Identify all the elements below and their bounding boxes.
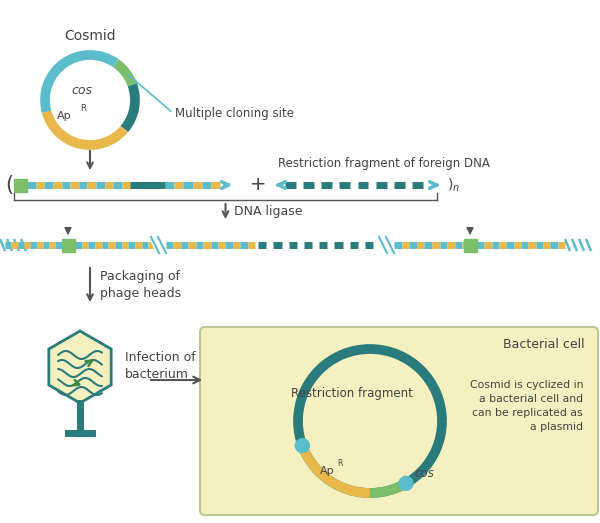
Text: Bacterial cell: Bacterial cell [503,338,585,351]
Bar [62,239,75,252]
Text: (: ( [5,175,13,195]
Bar [14,179,27,192]
Text: Restriction fragment: Restriction fragment [291,386,413,400]
Text: Multiple cloning site: Multiple cloning site [175,107,294,119]
Text: R: R [80,104,86,113]
Text: Cosmid is cyclized in
a bacterial cell and
can be replicated as
a plasmid: Cosmid is cyclized in a bacterial cell a… [470,380,583,432]
Text: Cosmid: Cosmid [64,29,116,43]
Text: Packaging of
phage heads: Packaging of phage heads [100,270,181,300]
Text: Ap: Ap [320,466,335,476]
Text: +: + [250,176,266,195]
Text: cos: cos [71,84,92,97]
Text: )$_n$: )$_n$ [447,176,460,194]
Circle shape [295,439,310,452]
Text: DNA ligase: DNA ligase [233,206,302,219]
Text: Ap: Ap [58,111,72,121]
Text: R: R [337,459,343,468]
Text: cos: cos [414,467,434,480]
Bar [464,239,477,252]
Text: Restriction fragment of foreign DNA: Restriction fragment of foreign DNA [278,156,490,169]
Text: Infection of
bacterium: Infection of bacterium [125,351,196,381]
FancyBboxPatch shape [200,327,598,515]
Circle shape [399,476,413,491]
